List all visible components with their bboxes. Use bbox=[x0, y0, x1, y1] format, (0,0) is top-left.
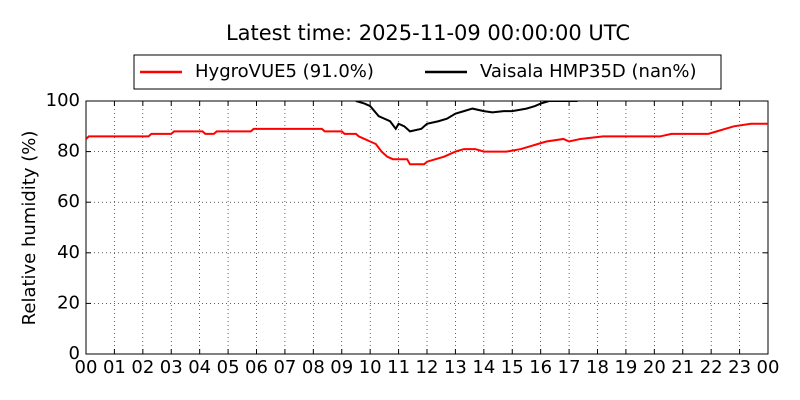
data-line bbox=[355, 101, 578, 133]
x-tick-label: 16 bbox=[529, 357, 552, 378]
x-tick-label: 00 bbox=[757, 357, 780, 378]
x-tick-label: 02 bbox=[131, 357, 154, 378]
x-tick-label: 15 bbox=[501, 357, 524, 378]
x-tick-label: 03 bbox=[160, 357, 183, 378]
x-tick-label: 14 bbox=[472, 357, 495, 378]
x-tick-label: 18 bbox=[586, 357, 609, 378]
x-tick-label: 17 bbox=[558, 357, 581, 378]
y-tick-label: 40 bbox=[57, 242, 80, 263]
x-tick-label: 07 bbox=[273, 357, 296, 378]
y-tick-label: 0 bbox=[69, 343, 80, 364]
x-tick-label: 00 bbox=[75, 357, 98, 378]
x-tick-label: 11 bbox=[387, 357, 410, 378]
x-tick-label: 21 bbox=[671, 357, 694, 378]
x-tick-label: 08 bbox=[302, 357, 325, 378]
y-tick-label: 80 bbox=[57, 141, 80, 162]
x-tick-label: 06 bbox=[245, 357, 268, 378]
x-tick-label: 09 bbox=[330, 357, 353, 378]
x-tick-label: 10 bbox=[359, 357, 382, 378]
x-tick-label: 05 bbox=[217, 357, 240, 378]
y-tick-label: 60 bbox=[57, 191, 80, 212]
x-tick-label: 01 bbox=[103, 357, 126, 378]
x-tick-label: 12 bbox=[416, 357, 439, 378]
x-tick-label: 13 bbox=[444, 357, 467, 378]
data-line bbox=[86, 122, 768, 166]
y-tick-label: 100 bbox=[46, 90, 80, 111]
legend-label: Vaisala HMP35D (nan%) bbox=[480, 61, 697, 82]
x-tick-label: 23 bbox=[728, 357, 751, 378]
y-axis-label: Relative humidity (%) bbox=[19, 131, 40, 326]
plot-frame bbox=[85, 100, 769, 355]
x-tick-label: 19 bbox=[614, 357, 637, 378]
chart-title: Latest time: 2025-11-09 00:00:00 UTC bbox=[226, 21, 630, 45]
x-tick-label: 22 bbox=[700, 357, 723, 378]
legend-label: HygroVUE5 (91.0%) bbox=[195, 61, 374, 82]
x-tick-label: 04 bbox=[188, 357, 211, 378]
y-tick-label: 20 bbox=[57, 292, 80, 313]
x-tick-label: 20 bbox=[643, 357, 666, 378]
